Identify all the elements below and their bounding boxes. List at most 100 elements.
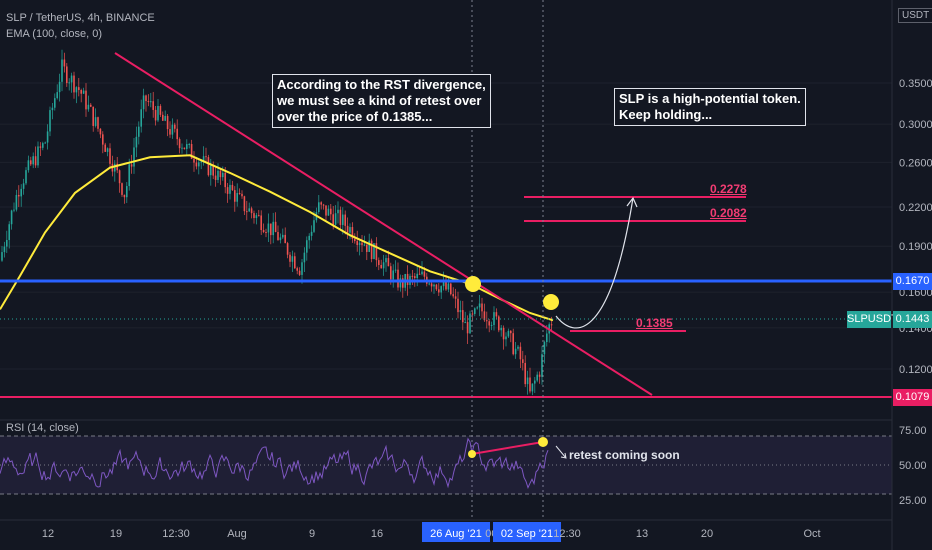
candle-body bbox=[188, 144, 190, 146]
candle-body bbox=[462, 310, 464, 323]
y-tick-label: 0.3000 bbox=[899, 119, 932, 131]
y-tick-label: 0.1600 bbox=[899, 287, 932, 299]
rsi-divergence-line bbox=[471, 441, 544, 455]
candle-body bbox=[342, 214, 344, 225]
candle-body bbox=[202, 156, 205, 162]
y-axis: 0.35000.30000.26000.22000.19000.16000.14… bbox=[899, 78, 932, 376]
candle-body bbox=[457, 298, 459, 313]
candle-body bbox=[526, 377, 529, 385]
candle-body bbox=[207, 157, 210, 176]
candle-body bbox=[421, 271, 423, 275]
candle-body bbox=[414, 276, 416, 279]
candle-body bbox=[306, 240, 308, 253]
candle-body bbox=[286, 243, 289, 255]
rsi-note-arrow bbox=[555, 445, 567, 459]
candle-body bbox=[538, 374, 541, 377]
level-label-target-high: 0.2278 bbox=[710, 182, 747, 196]
candle-body bbox=[222, 172, 224, 178]
y-tick-label: 0.3500 bbox=[899, 78, 932, 90]
candle-body bbox=[246, 211, 248, 213]
candle-body bbox=[534, 380, 536, 384]
candle-body bbox=[219, 170, 222, 178]
candle-body bbox=[193, 158, 195, 163]
candle-body bbox=[63, 59, 66, 67]
x-tick-label: 12:30 bbox=[162, 528, 190, 540]
candle-body bbox=[495, 312, 498, 317]
candle-body bbox=[445, 281, 447, 290]
candle-body bbox=[253, 213, 255, 219]
candle-body bbox=[15, 194, 18, 210]
candle-body bbox=[318, 202, 320, 213]
candle-body bbox=[238, 193, 241, 195]
candle-body bbox=[241, 193, 243, 197]
candle-body bbox=[267, 223, 270, 233]
candle-body bbox=[361, 242, 363, 246]
candle-body bbox=[106, 148, 109, 152]
candle-body bbox=[406, 273, 409, 285]
candle-body bbox=[80, 89, 82, 94]
candle-body bbox=[99, 128, 102, 135]
candle-body bbox=[92, 106, 94, 126]
price-badge-last: 0.1443 bbox=[893, 311, 932, 328]
candle-body bbox=[289, 254, 291, 262]
candle-body bbox=[183, 147, 186, 149]
candle-body bbox=[464, 322, 466, 324]
candle-body bbox=[349, 227, 351, 233]
candle-body bbox=[308, 235, 310, 241]
candle-body bbox=[46, 131, 49, 143]
candle-body bbox=[174, 124, 176, 129]
annotation-line: According to the RST divergence, bbox=[277, 77, 486, 92]
candle-body bbox=[284, 234, 286, 244]
candle-body bbox=[447, 283, 450, 290]
candle-body bbox=[298, 270, 301, 275]
candle-body bbox=[265, 232, 267, 234]
candle-body bbox=[435, 284, 438, 290]
rsi-tick-label: 75.00 bbox=[899, 425, 927, 437]
candle-body bbox=[411, 275, 414, 277]
candle-body bbox=[32, 156, 34, 165]
candle-body bbox=[138, 126, 140, 137]
projection-arrow bbox=[555, 197, 634, 329]
candle-body bbox=[541, 354, 543, 377]
candle-body bbox=[469, 313, 471, 334]
rsi-marker-2 bbox=[538, 437, 548, 447]
candlestick-series bbox=[1, 49, 553, 396]
currency-button[interactable]: USDT bbox=[898, 8, 932, 23]
candle-body bbox=[346, 225, 349, 233]
candle-body bbox=[498, 316, 500, 331]
candle-body bbox=[524, 362, 526, 385]
candle-body bbox=[370, 240, 373, 260]
candle-body bbox=[334, 213, 337, 225]
candle-body bbox=[294, 256, 296, 269]
candle-body bbox=[133, 147, 135, 167]
candle-body bbox=[291, 256, 294, 262]
candle-body bbox=[546, 333, 548, 343]
candle-body bbox=[500, 327, 502, 331]
candle-body bbox=[123, 194, 126, 198]
candle-body bbox=[231, 184, 234, 191]
candle-body bbox=[217, 170, 219, 180]
candle-body bbox=[126, 186, 128, 198]
candle-body bbox=[474, 308, 476, 314]
annotation-line: over the price of 0.1385... bbox=[277, 109, 433, 124]
candle-body bbox=[250, 208, 253, 214]
candle-body bbox=[236, 193, 238, 202]
marker-circle-2 bbox=[543, 294, 559, 310]
candle-body bbox=[399, 278, 402, 288]
candle-body bbox=[66, 66, 68, 84]
candle-body bbox=[195, 162, 198, 167]
candle-body bbox=[130, 164, 133, 167]
candle-body bbox=[459, 310, 462, 313]
candle-body bbox=[423, 271, 426, 277]
candle-body bbox=[260, 215, 262, 231]
candle-body bbox=[128, 164, 130, 187]
candle-body bbox=[13, 209, 15, 211]
candle-body bbox=[272, 221, 274, 236]
candle-body bbox=[255, 215, 258, 219]
rsi-line bbox=[0, 437, 549, 489]
candle-body bbox=[152, 101, 154, 110]
candle-body bbox=[243, 196, 246, 212]
candle-body bbox=[20, 188, 22, 197]
rsi-annotation: retest coming soon bbox=[569, 448, 680, 462]
candle-body bbox=[248, 208, 250, 212]
